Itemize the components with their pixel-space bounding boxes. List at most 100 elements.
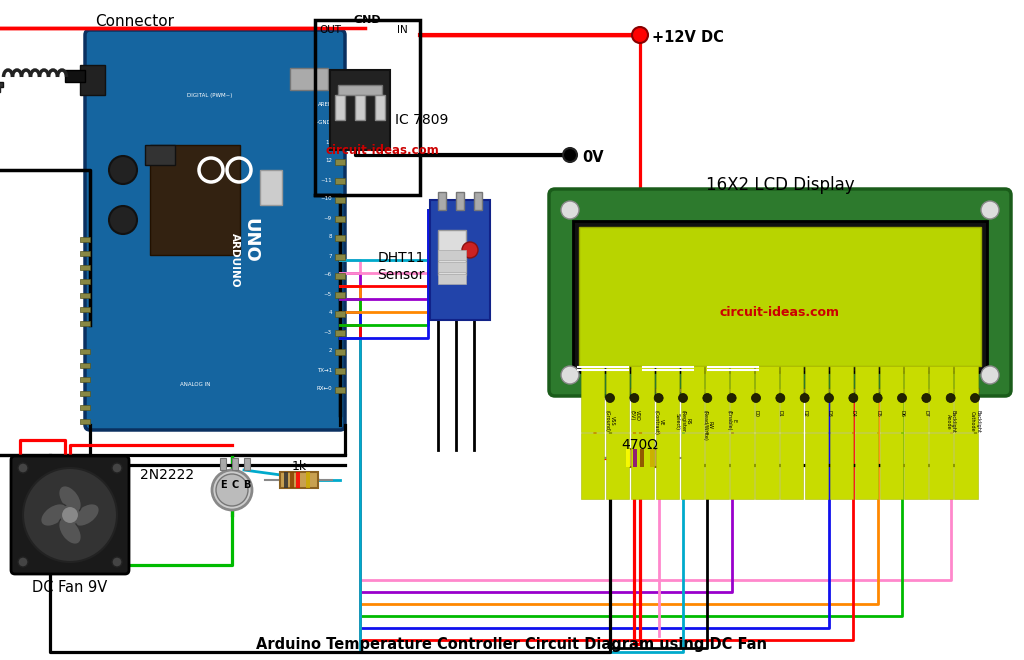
Bar — [80, 293, 90, 298]
Bar — [338, 85, 382, 95]
Bar — [880, 433, 903, 499]
Bar — [929, 433, 952, 499]
Bar — [780, 433, 804, 499]
Circle shape — [849, 393, 858, 403]
Text: 1k: 1k — [292, 461, 306, 473]
Bar — [579, 227, 981, 366]
Text: ANALOG IN: ANALOG IN — [180, 383, 210, 387]
Text: 3.3V: 3.3V — [66, 263, 78, 269]
Text: ARDUINO: ARDUINO — [230, 233, 240, 287]
Circle shape — [727, 393, 736, 403]
Bar — [755, 433, 778, 499]
Bar — [335, 387, 345, 393]
Circle shape — [212, 470, 252, 510]
Text: D3: D3 — [826, 410, 831, 417]
Bar — [730, 366, 754, 432]
Circle shape — [922, 393, 931, 403]
Circle shape — [752, 393, 761, 403]
Circle shape — [824, 393, 834, 403]
Bar — [655, 366, 679, 432]
Text: circuit-ideas.com: circuit-ideas.com — [325, 143, 438, 156]
Bar — [335, 140, 345, 146]
Bar — [873, 388, 882, 392]
Circle shape — [654, 393, 664, 403]
Text: GND: GND — [66, 306, 78, 310]
Text: A2: A2 — [71, 376, 78, 381]
Bar — [330, 70, 390, 150]
Circle shape — [61, 506, 79, 524]
Bar — [335, 121, 345, 127]
Bar — [923, 388, 931, 392]
Bar — [280, 472, 318, 488]
Text: IOREF: IOREF — [61, 236, 78, 240]
Bar — [80, 307, 90, 312]
Bar — [290, 472, 294, 488]
Bar — [898, 388, 906, 392]
Bar — [290, 68, 328, 90]
Bar — [855, 366, 878, 432]
Text: -GND: -GND — [317, 121, 332, 125]
Text: 8: 8 — [329, 234, 332, 240]
Circle shape — [561, 201, 579, 219]
Circle shape — [563, 148, 577, 162]
Bar — [244, 458, 250, 470]
Text: Sensor: Sensor — [378, 268, 425, 282]
Bar — [640, 449, 644, 467]
Ellipse shape — [58, 486, 81, 512]
Text: IC 7809: IC 7809 — [395, 113, 449, 127]
Bar — [626, 449, 630, 467]
Bar — [80, 349, 90, 354]
Bar — [80, 251, 90, 256]
Text: RS
(Register
Select): RS (Register Select) — [675, 410, 691, 432]
Bar — [260, 170, 282, 205]
Bar — [650, 449, 654, 467]
Text: D2: D2 — [802, 410, 807, 417]
Text: ~5: ~5 — [324, 292, 332, 296]
Circle shape — [23, 468, 117, 562]
Bar — [631, 433, 654, 499]
Text: IN: IN — [396, 25, 408, 35]
Text: ~10: ~10 — [321, 197, 332, 201]
Bar — [730, 433, 754, 499]
Text: C: C — [231, 480, 239, 490]
Text: A4: A4 — [71, 403, 78, 409]
Bar — [954, 366, 978, 432]
Text: A5: A5 — [71, 418, 78, 422]
Text: VDD
(5V): VDD (5V) — [629, 410, 640, 421]
Circle shape — [632, 27, 648, 43]
Text: A3: A3 — [71, 389, 78, 395]
Bar — [801, 388, 809, 392]
Text: UNO: UNO — [241, 218, 259, 263]
Circle shape — [561, 366, 579, 384]
Bar — [654, 388, 663, 392]
Circle shape — [679, 393, 687, 403]
Text: 16X2 LCD Display: 16X2 LCD Display — [706, 176, 854, 194]
Text: 13: 13 — [325, 139, 332, 145]
Bar — [315, 20, 420, 195]
Bar — [335, 273, 345, 279]
Text: 12: 12 — [325, 158, 332, 164]
Bar — [335, 349, 345, 355]
Bar — [606, 433, 630, 499]
Circle shape — [18, 463, 28, 473]
Text: +12V DC: +12V DC — [652, 30, 724, 44]
Bar — [904, 433, 928, 499]
FancyBboxPatch shape — [11, 456, 129, 574]
Bar — [752, 388, 760, 392]
Bar — [474, 192, 482, 210]
Circle shape — [462, 242, 478, 258]
Bar — [150, 145, 240, 255]
Bar — [335, 235, 345, 241]
Bar — [438, 274, 466, 284]
Text: 4: 4 — [329, 310, 332, 315]
Circle shape — [112, 463, 122, 473]
Bar — [755, 366, 778, 432]
Text: GND: GND — [353, 15, 381, 25]
Bar — [335, 368, 345, 374]
Bar — [335, 95, 345, 120]
Ellipse shape — [41, 504, 68, 526]
Bar — [681, 366, 703, 432]
Text: A0: A0 — [71, 348, 78, 352]
Text: A1: A1 — [71, 362, 78, 366]
Ellipse shape — [73, 504, 99, 526]
